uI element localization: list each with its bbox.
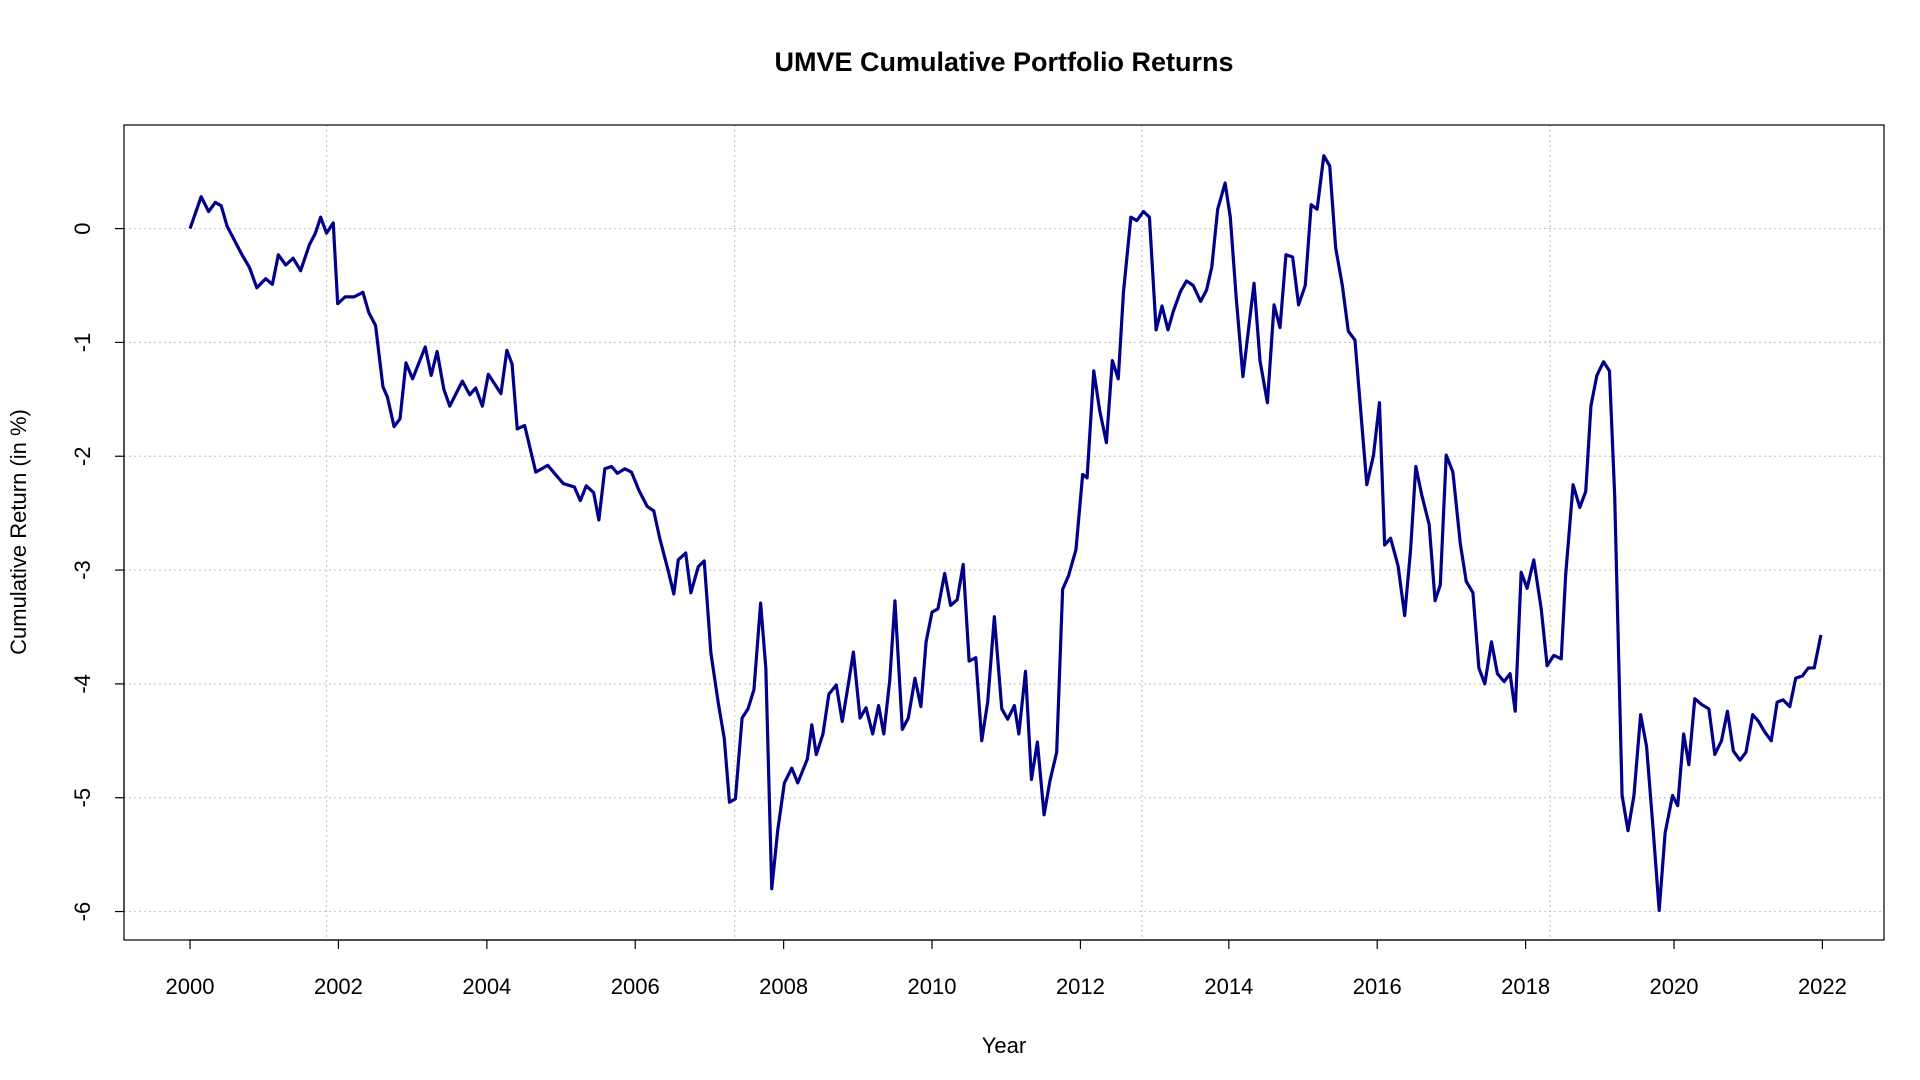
x-tick-label: 2018: [1501, 974, 1550, 999]
y-tick-label: -6: [70, 902, 95, 922]
x-tick-label: 2010: [908, 974, 957, 999]
x-tick-label: 2004: [462, 974, 511, 999]
y-tick-label: -1: [70, 333, 95, 353]
x-axis-label: Year: [982, 1033, 1026, 1058]
data-line: [188, 154, 1823, 913]
x-tick-label: 2008: [759, 974, 808, 999]
x-tick-label: 2014: [1204, 974, 1253, 999]
y-tick-label: -2: [70, 446, 95, 466]
chart-title: UMVE Cumulative Portfolio Returns: [774, 47, 1233, 77]
x-tick-label: 2016: [1353, 974, 1402, 999]
x-tick-label: 2020: [1650, 974, 1699, 999]
y-tick-label: -3: [70, 560, 95, 580]
x-tick-label: 2022: [1798, 974, 1847, 999]
y-tick-label: 0: [70, 222, 95, 234]
y-tick-label: -4: [70, 674, 95, 694]
x-tick-label: 2002: [314, 974, 363, 999]
x-tick-label: 2000: [166, 974, 215, 999]
y-tick-label: -5: [70, 788, 95, 808]
x-tick-label: 2006: [611, 974, 660, 999]
x-tick-label: 2012: [1056, 974, 1105, 999]
plot-frame: [123, 124, 1885, 941]
y-axis-label: Cumulative Return (in %): [6, 409, 31, 655]
